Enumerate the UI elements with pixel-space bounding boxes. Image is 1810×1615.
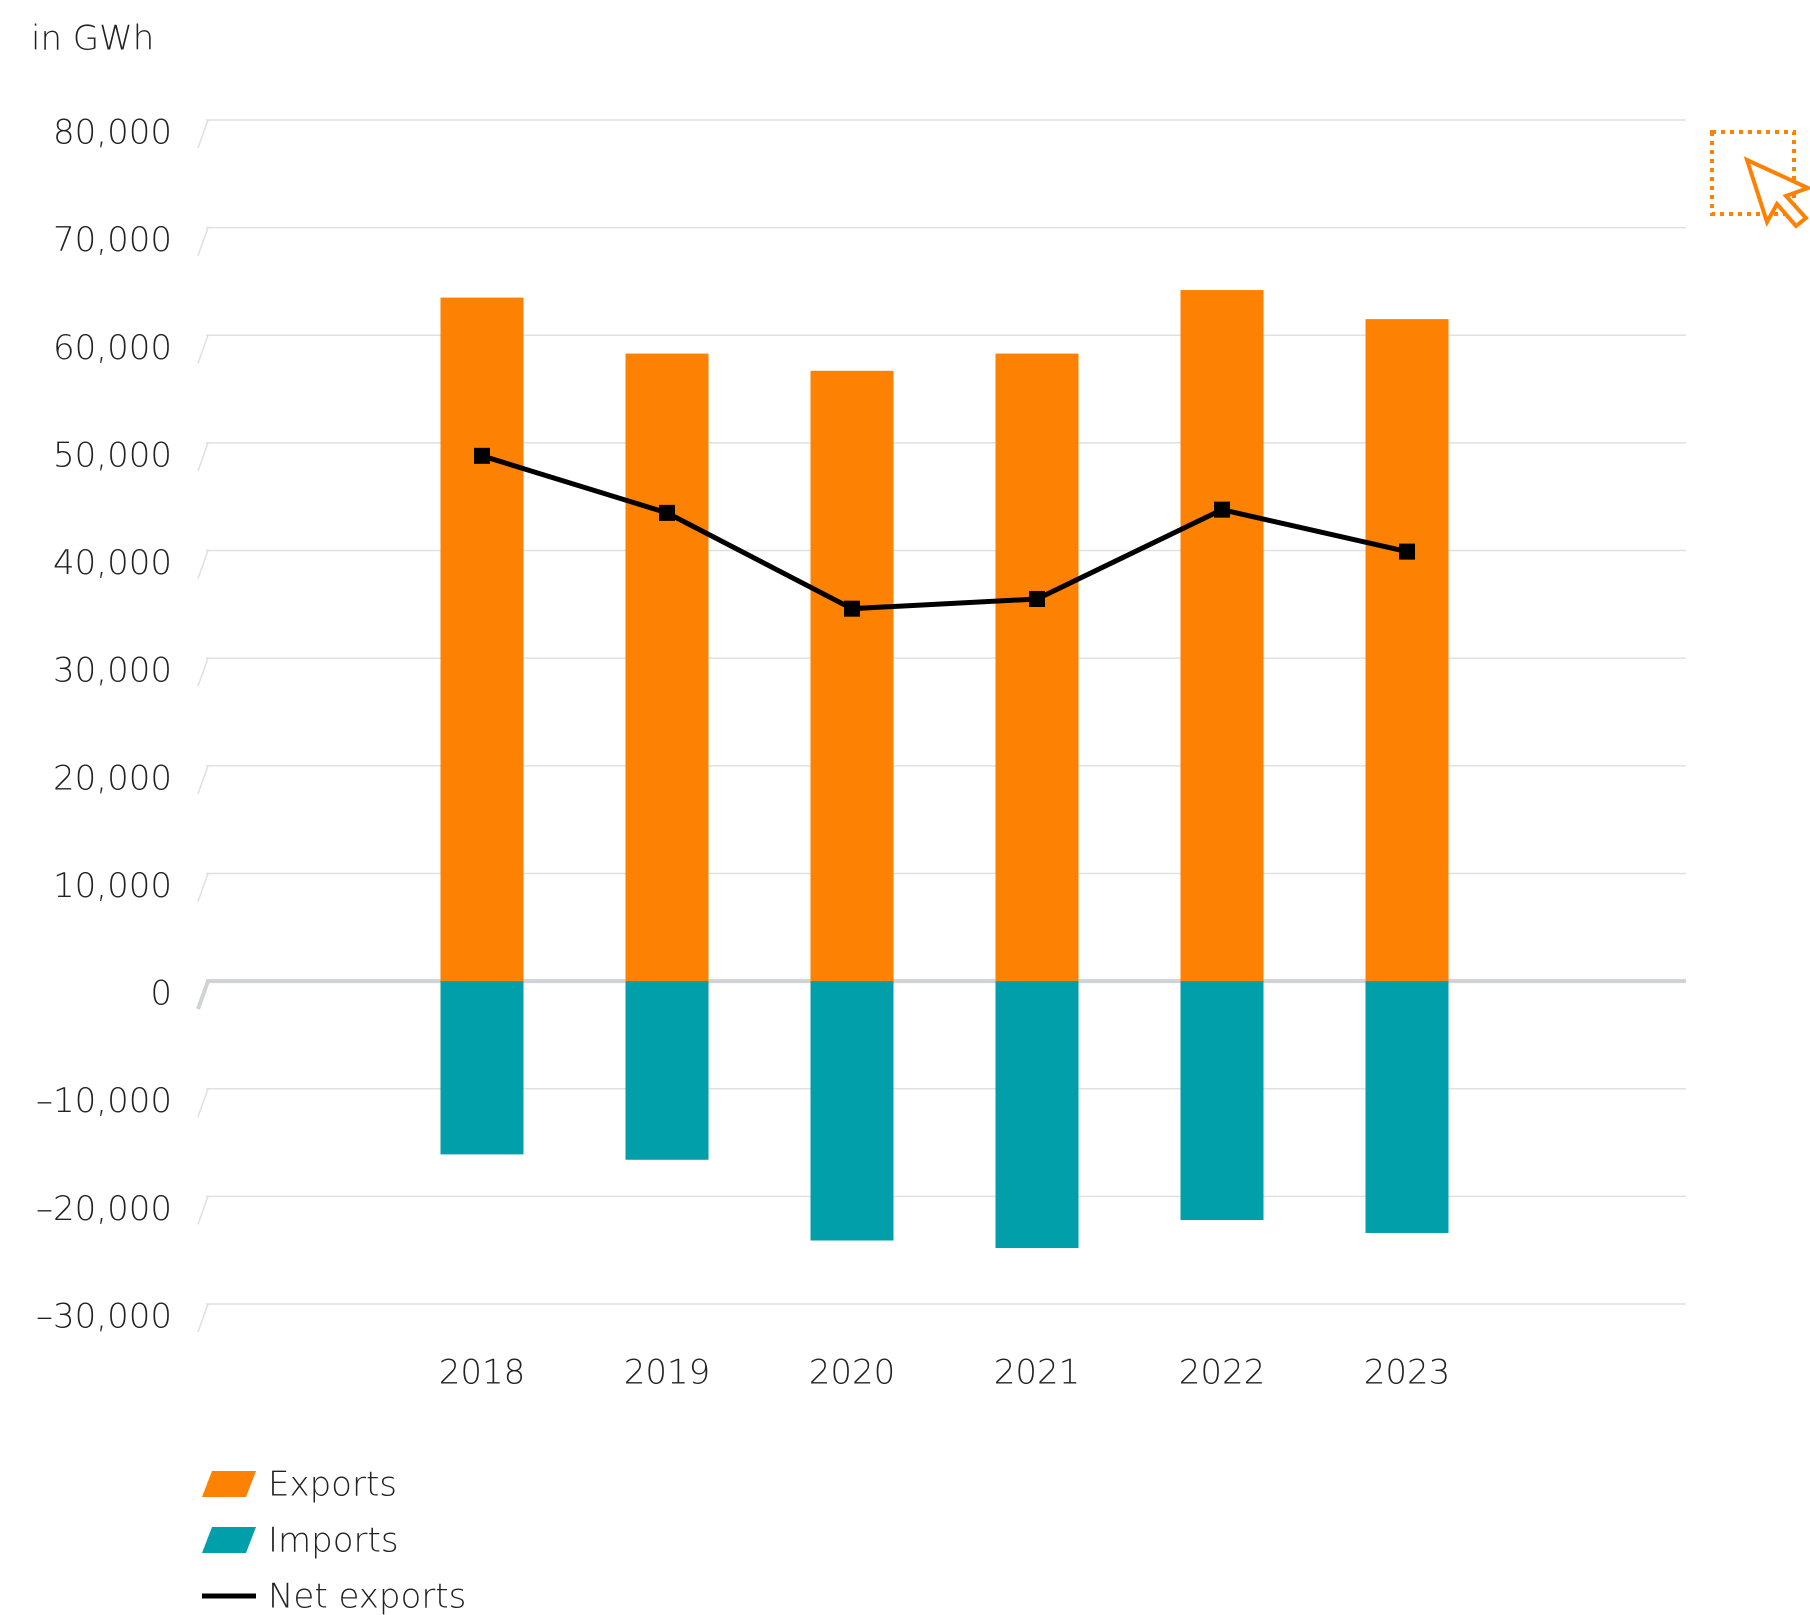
tick-mark [197, 1088, 209, 1117]
x-tick-label: 2019 [624, 1353, 711, 1393]
x-tick-label: 2018 [439, 1353, 526, 1393]
x-tick-label: 2022 [1179, 1353, 1266, 1393]
line [481, 453, 1408, 612]
line-marker [474, 447, 490, 464]
bar [1180, 290, 1264, 982]
tick-mark [196, 980, 210, 1010]
tick-mark [197, 765, 209, 795]
tick-mark [197, 442, 209, 472]
y-tick-label: –30,000 [36, 1297, 172, 1337]
bar [995, 981, 1079, 1249]
legend-label: Exports [268, 1465, 397, 1505]
legend-swatch [202, 1471, 256, 1497]
tick-mark [197, 873, 209, 902]
y-tick-label: 10,000 [53, 866, 172, 906]
bar [440, 981, 524, 1155]
y-axis-label: in GWh [31, 19, 154, 59]
y-tick-label: –10,000 [36, 1081, 172, 1121]
line-marker [659, 504, 675, 521]
y-tick-label: 40,000 [53, 543, 172, 583]
tick-mark [197, 1196, 209, 1225]
tick-mark [197, 335, 209, 364]
bar [625, 353, 709, 982]
bar [1180, 981, 1264, 1221]
bar [810, 370, 894, 982]
bar [1365, 319, 1449, 982]
tick-mark [197, 550, 209, 579]
line-marker [1029, 590, 1045, 607]
legend-label: Imports [268, 1521, 399, 1561]
bar [625, 981, 709, 1160]
line-marker [1214, 501, 1230, 518]
y-tick-label: 70,000 [53, 220, 172, 260]
tick-mark [197, 1303, 209, 1333]
y-tick-label: –20,000 [36, 1189, 172, 1229]
y-tick-label: 50,000 [53, 435, 172, 475]
y-tick-label: 60,000 [53, 328, 172, 368]
y-tick-label: 20,000 [53, 758, 172, 798]
legend-label: Net exports [268, 1577, 466, 1615]
tick-mark [197, 657, 209, 687]
x-tick-label: 2020 [809, 1353, 896, 1393]
y-tick-label: 30,000 [53, 651, 172, 691]
legend-swatch [202, 1527, 256, 1553]
line-marker [844, 600, 860, 617]
bar [1365, 981, 1449, 1233]
bar [440, 297, 524, 982]
select-icon[interactable] [1710, 130, 1810, 229]
tick-mark [197, 227, 209, 256]
x-tick-label: 2023 [1364, 1353, 1451, 1393]
y-tick-label: 0 [150, 974, 172, 1014]
line-marker [1399, 543, 1415, 560]
y-tick-label: 80,000 [53, 113, 172, 153]
bar [810, 981, 894, 1241]
bar [995, 353, 1079, 982]
tick-mark [197, 119, 209, 149]
x-tick-label: 2021 [994, 1353, 1081, 1393]
